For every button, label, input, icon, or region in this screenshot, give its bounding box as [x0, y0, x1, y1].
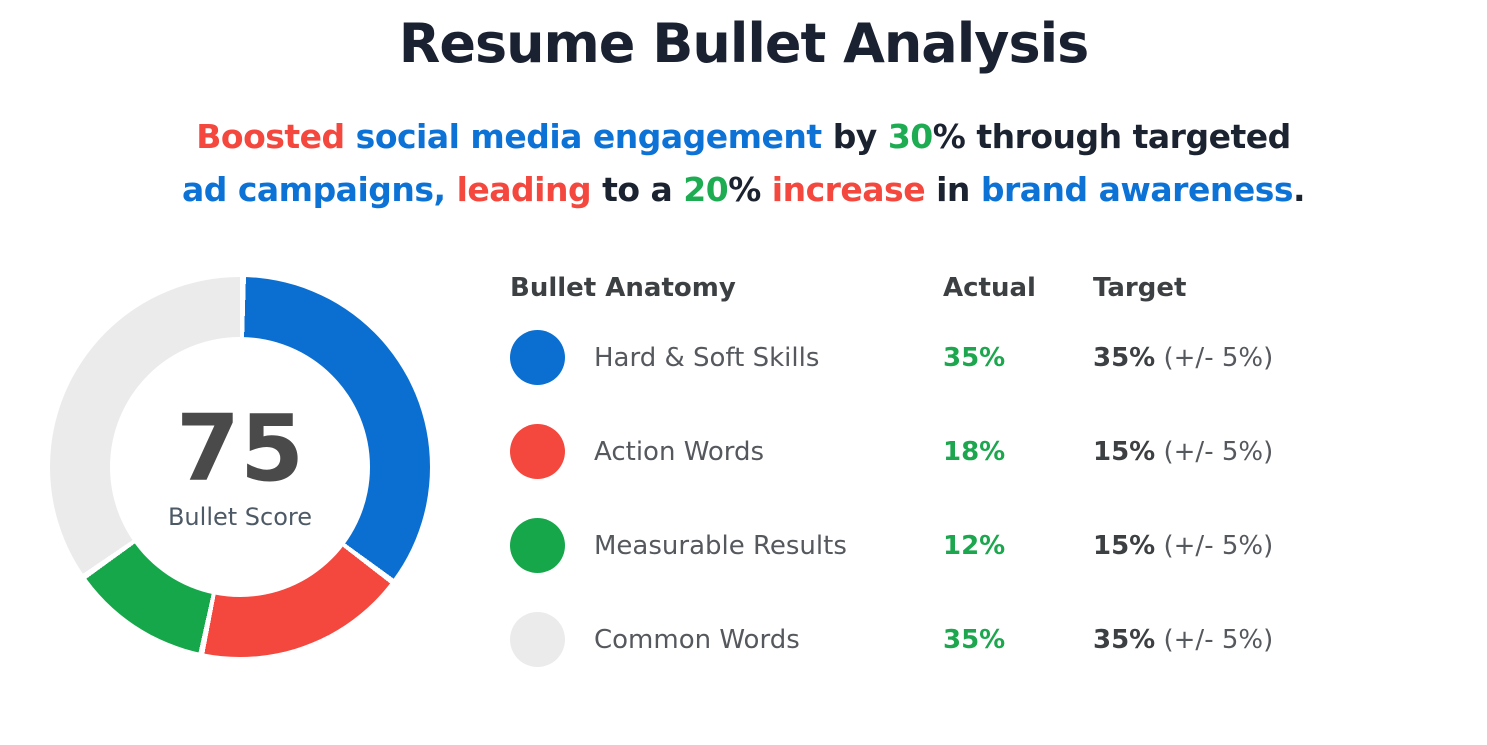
- headline: Boosted social media engagement by 30% t…: [0, 111, 1487, 217]
- legend-label-cell: Hard & Soft Skills: [510, 330, 943, 386]
- legend-label: Hard & Soft Skills: [594, 342, 820, 373]
- legend-label: Common Words: [594, 624, 800, 655]
- bullet-score-donut-chart: 75 Bullet Score: [50, 276, 430, 657]
- legend-actual-value: 12%: [943, 530, 1006, 561]
- legend-color-dot: [510, 612, 565, 668]
- legend-label-cell: Common Words: [510, 612, 943, 668]
- legend-header-row: Bullet Anatomy Actual Target: [510, 265, 1273, 311]
- legend-label: Action Words: [594, 436, 765, 467]
- legend-target-value: 15%: [1093, 530, 1156, 561]
- headline-segment: Boosted: [196, 117, 356, 157]
- headline-line: ad campaigns, leading to a 20% increase …: [0, 164, 1487, 217]
- legend-row: Hard & Soft Skills 35% 35% (+/- 5%): [510, 311, 1273, 405]
- legend-target-tolerance: (+/- 5%): [1163, 624, 1274, 655]
- headline-segment: ad campaigns,: [181, 169, 457, 209]
- legend-target-tolerance: (+/- 5%): [1163, 342, 1274, 373]
- legend-row: Measurable Results 12% 15% (+/- 5%): [510, 499, 1273, 593]
- legend-color-dot: [510, 424, 565, 480]
- page-title: Resume Bullet Analysis: [398, 12, 1090, 75]
- headline-segment: by: [832, 117, 888, 157]
- header-actual: Actual: [943, 272, 1036, 303]
- legend-target-value: 35%: [1093, 624, 1156, 655]
- headline-segment: brand awareness: [980, 169, 1294, 209]
- legend-target-value: 15%: [1093, 436, 1156, 467]
- legend-color-dot: [510, 330, 565, 386]
- headline-segment: %: [728, 169, 772, 209]
- headline-segment: 30: [887, 117, 933, 157]
- headline-segment: in: [936, 169, 981, 209]
- legend-color-dot: [510, 518, 565, 574]
- legend-target-cell: 35% (+/- 5%): [1093, 625, 1273, 655]
- legend-target-value: 35%: [1093, 342, 1156, 373]
- legend-actual-value: 18%: [943, 436, 1006, 467]
- bullet-score-label: Bullet Score: [167, 502, 313, 531]
- donut-center: 75 Bullet Score: [50, 277, 430, 657]
- legend-rows: Hard & Soft Skills 35% 35% (+/- 5%) Acti…: [510, 311, 1273, 687]
- legend-label-cell: Measurable Results: [510, 518, 943, 574]
- legend-actual-value: 35%: [943, 624, 1006, 655]
- legend-actual-value: 35%: [943, 342, 1006, 373]
- legend-row: Action Words 18% 15% (+/- 5%): [510, 405, 1273, 499]
- legend-target-cell: 15% (+/- 5%): [1093, 437, 1273, 467]
- legend-target-tolerance: (+/- 5%): [1163, 530, 1274, 561]
- headline-segment: through targeted: [976, 117, 1291, 157]
- legend-table: Bullet Anatomy Actual Target Hard & Soft…: [510, 265, 1273, 687]
- headline-segment: increase: [771, 169, 937, 209]
- header-target: Target: [1093, 272, 1187, 303]
- legend-target-cell: 35% (+/- 5%): [1093, 343, 1273, 373]
- headline-segment: 20: [683, 169, 729, 209]
- legend-label: Measurable Results: [594, 530, 847, 561]
- headline-segment: %: [932, 117, 977, 157]
- headline-segment: .: [1292, 169, 1306, 209]
- headline-segment: social media engagement: [355, 117, 833, 157]
- content-area: 75 Bullet Score Bullet Anatomy Actual Ta…: [0, 265, 1487, 687]
- legend-target-cell: 15% (+/- 5%): [1093, 531, 1273, 561]
- legend-row: Common Words 35% 35% (+/- 5%): [510, 593, 1273, 687]
- headline-segment: leading: [456, 169, 603, 209]
- header-bullet-anatomy: Bullet Anatomy: [510, 272, 736, 303]
- legend-target-tolerance: (+/- 5%): [1163, 436, 1274, 467]
- headline-line: Boosted social media engagement by 30% t…: [0, 111, 1487, 164]
- headline-segment: to a: [602, 169, 684, 209]
- legend-label-cell: Action Words: [510, 424, 943, 480]
- donut-hole: [110, 336, 370, 597]
- bullet-score-value: 75: [175, 394, 305, 502]
